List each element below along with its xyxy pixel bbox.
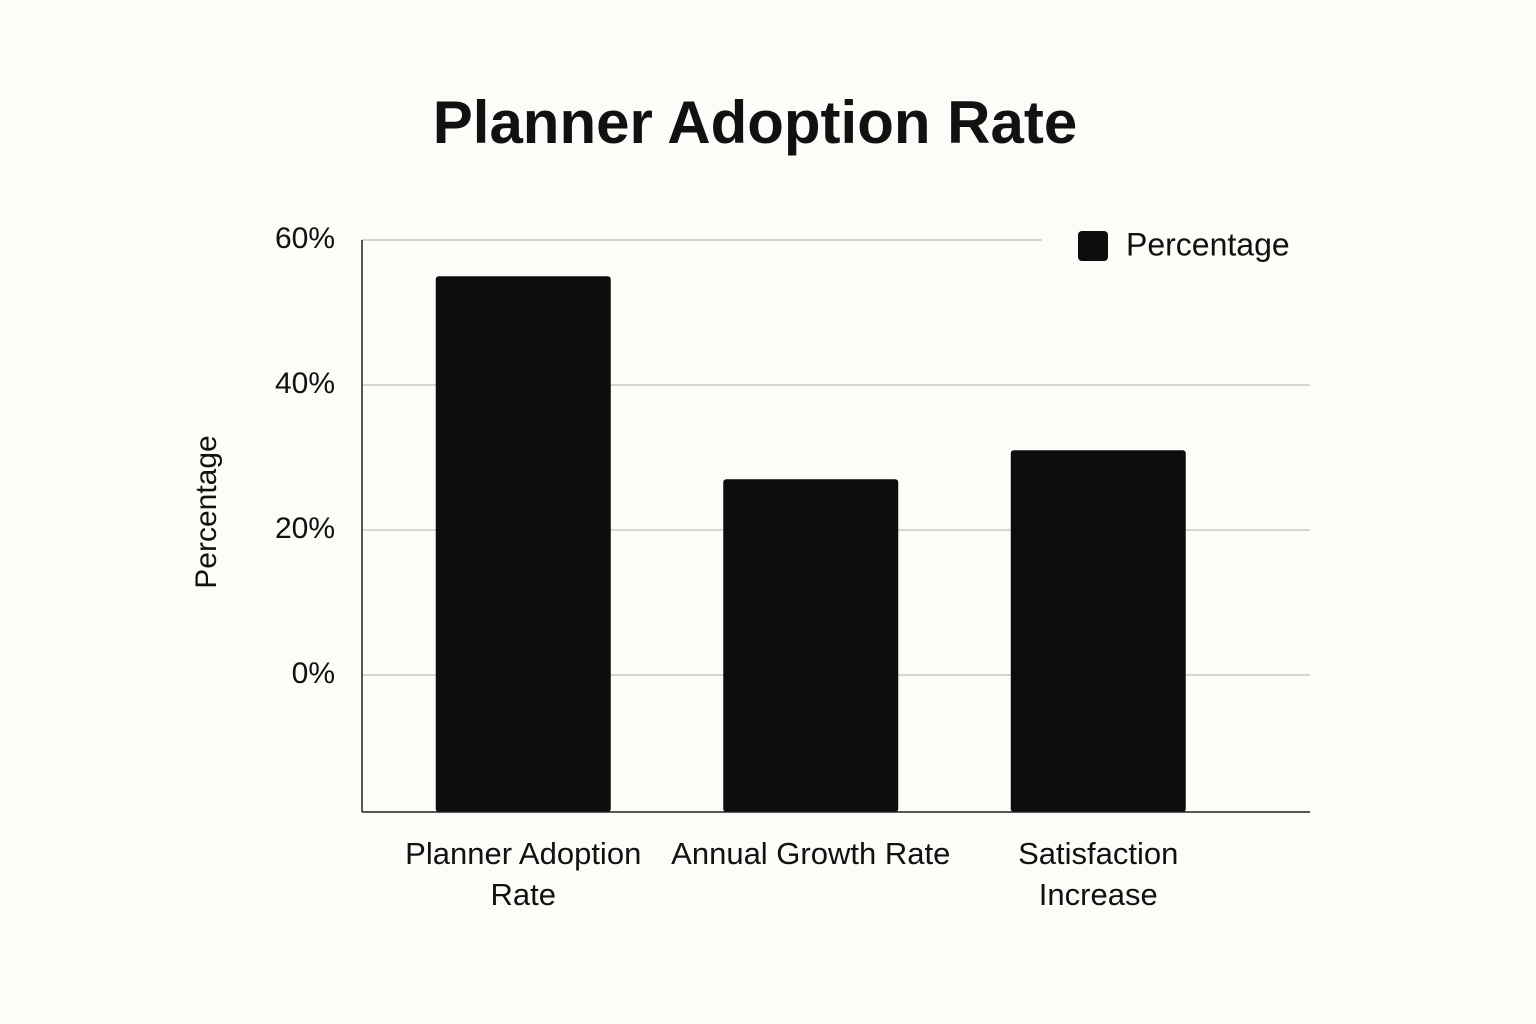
chart-title: Planner Adoption Rate: [433, 89, 1077, 156]
y-tick-label: 60%: [275, 222, 335, 255]
bar: [1010, 450, 1186, 812]
x-tick-label: Annual Growth Rate: [671, 836, 951, 871]
legend-swatch: [1078, 231, 1108, 261]
y-tick-label: 40%: [275, 367, 335, 400]
legend-label: Percentage: [1126, 226, 1290, 262]
bar: [435, 276, 611, 812]
y-tick-label: 0%: [292, 657, 335, 690]
x-tick-label: Satisfaction Increase: [1018, 836, 1179, 912]
y-tick-label: 20%: [275, 512, 335, 545]
x-tick-label: Planner Adoption Rate: [405, 836, 642, 912]
y-axis-label: Percentage: [190, 435, 223, 588]
bar: [723, 479, 899, 812]
